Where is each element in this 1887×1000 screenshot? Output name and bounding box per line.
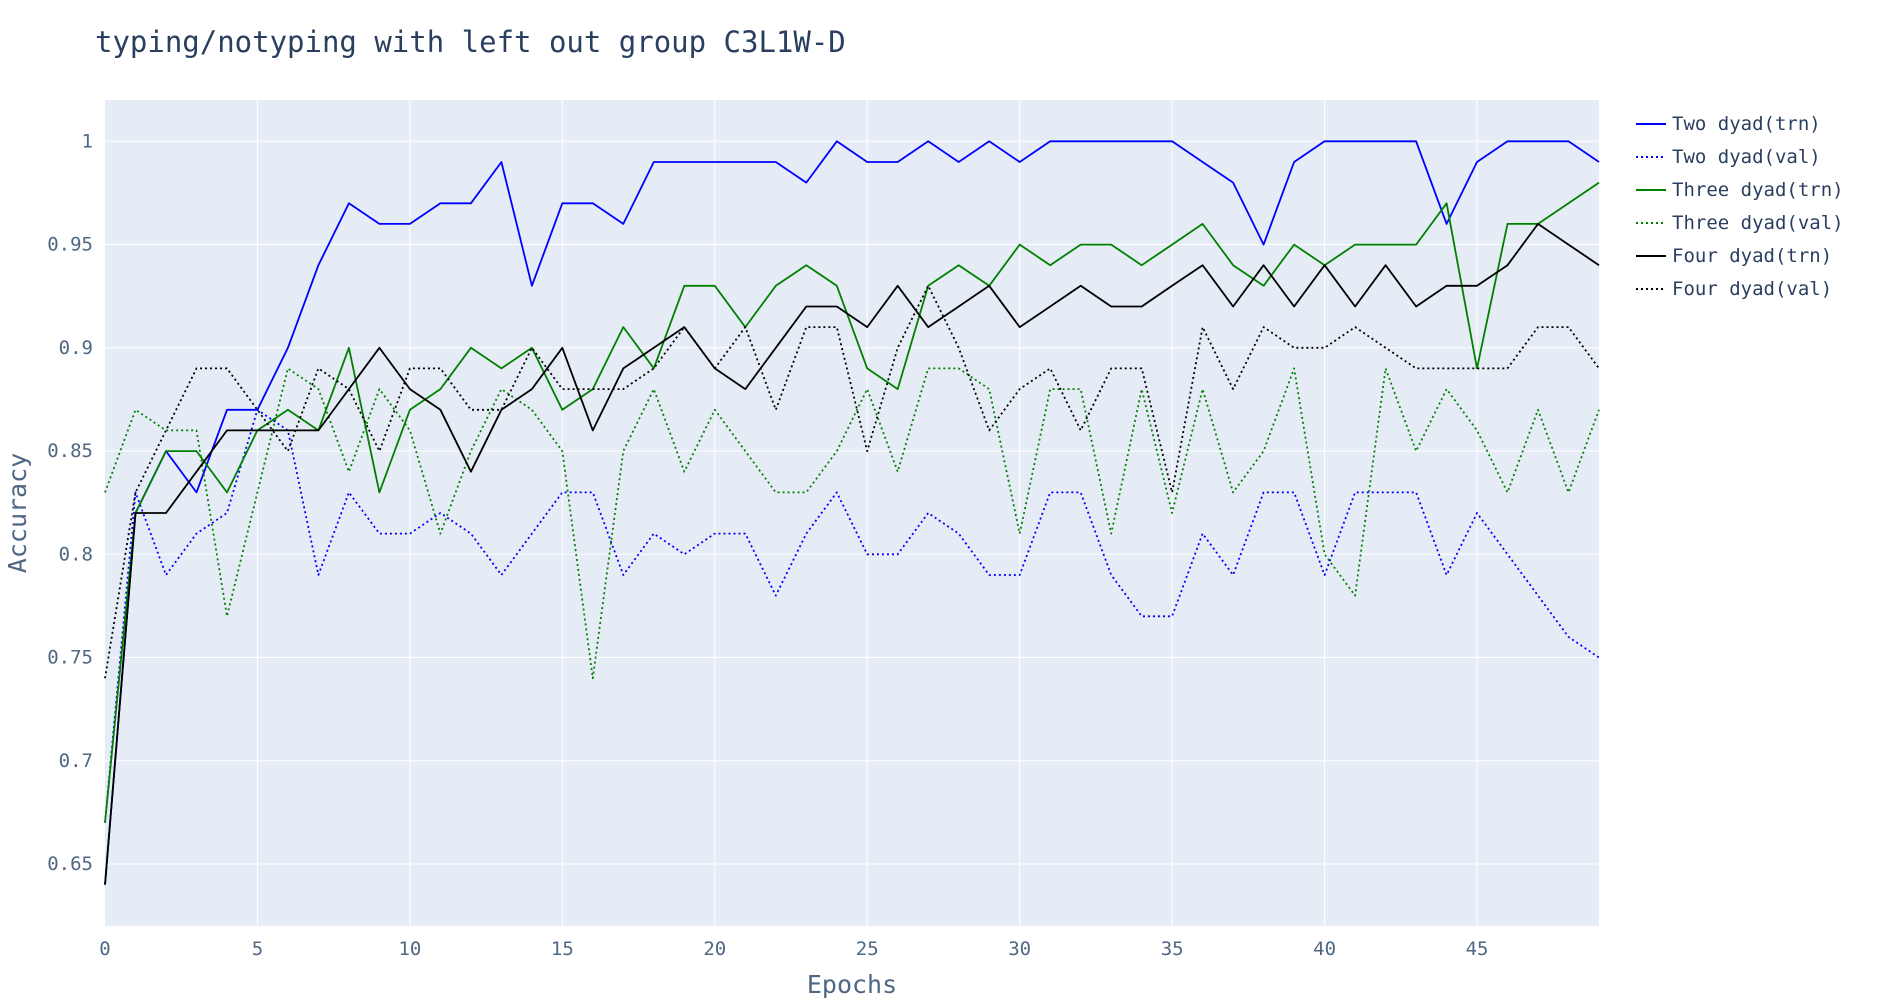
y-tick-label: 0.65 <box>47 853 93 875</box>
x-tick-label: 30 <box>1008 938 1031 960</box>
plot-area <box>105 100 1599 926</box>
y-axis-title: Accuracy <box>3 453 32 573</box>
x-tick-label: 45 <box>1466 938 1489 960</box>
x-axis-ticks: 0 5 10 15 20 25 30 35 40 45 <box>99 938 1488 960</box>
series-line-2 <box>104 408 1600 823</box>
legend-label-6: Four dyad(val) <box>1672 278 1832 300</box>
y-tick-label: 1 <box>82 130 93 152</box>
y-axis-ticks: 0.65 0.7 0.75 0.8 0.85 0.9 0.95 1 <box>47 130 93 875</box>
chart-title: typing/notyping with left out group C3L1… <box>95 25 846 59</box>
legend-label-1: Two dyad(trn) <box>1672 113 1821 135</box>
legend-label-3: Three dyad(trn) <box>1672 179 1844 201</box>
legend-label-5: Four dyad(trn) <box>1672 245 1832 267</box>
x-tick-label: 0 <box>99 938 110 960</box>
x-tick-label: 20 <box>703 938 726 960</box>
x-tick-label: 15 <box>551 938 574 960</box>
x-tick-label: 40 <box>1313 938 1336 960</box>
x-tick-label: 35 <box>1161 938 1184 960</box>
series-line-5 <box>104 222 1600 885</box>
grid-lines <box>105 100 1599 926</box>
series-line-3 <box>104 181 1600 823</box>
series-line-6 <box>104 284 1600 679</box>
legend-label-4: Three dyad(val) <box>1672 212 1844 234</box>
y-tick-label: 0.8 <box>59 543 93 565</box>
y-tick-label: 0.85 <box>47 440 93 462</box>
series-lines <box>104 140 1600 885</box>
y-tick-label: 0.75 <box>47 647 93 669</box>
y-tick-label: 0.7 <box>59 750 93 772</box>
y-tick-label: 0.9 <box>59 337 93 359</box>
y-tick-label: 0.95 <box>47 234 93 256</box>
x-tick-label: 25 <box>856 938 879 960</box>
legend-label-2: Two dyad(val) <box>1672 146 1821 168</box>
x-axis-title: Epochs <box>807 970 897 999</box>
legend: Two dyad(trn) Two dyad(val) Three dyad(trn… <box>1636 113 1844 300</box>
x-tick-label: 10 <box>398 938 421 960</box>
x-tick-label: 5 <box>252 938 263 960</box>
series-line-1 <box>104 140 1600 885</box>
